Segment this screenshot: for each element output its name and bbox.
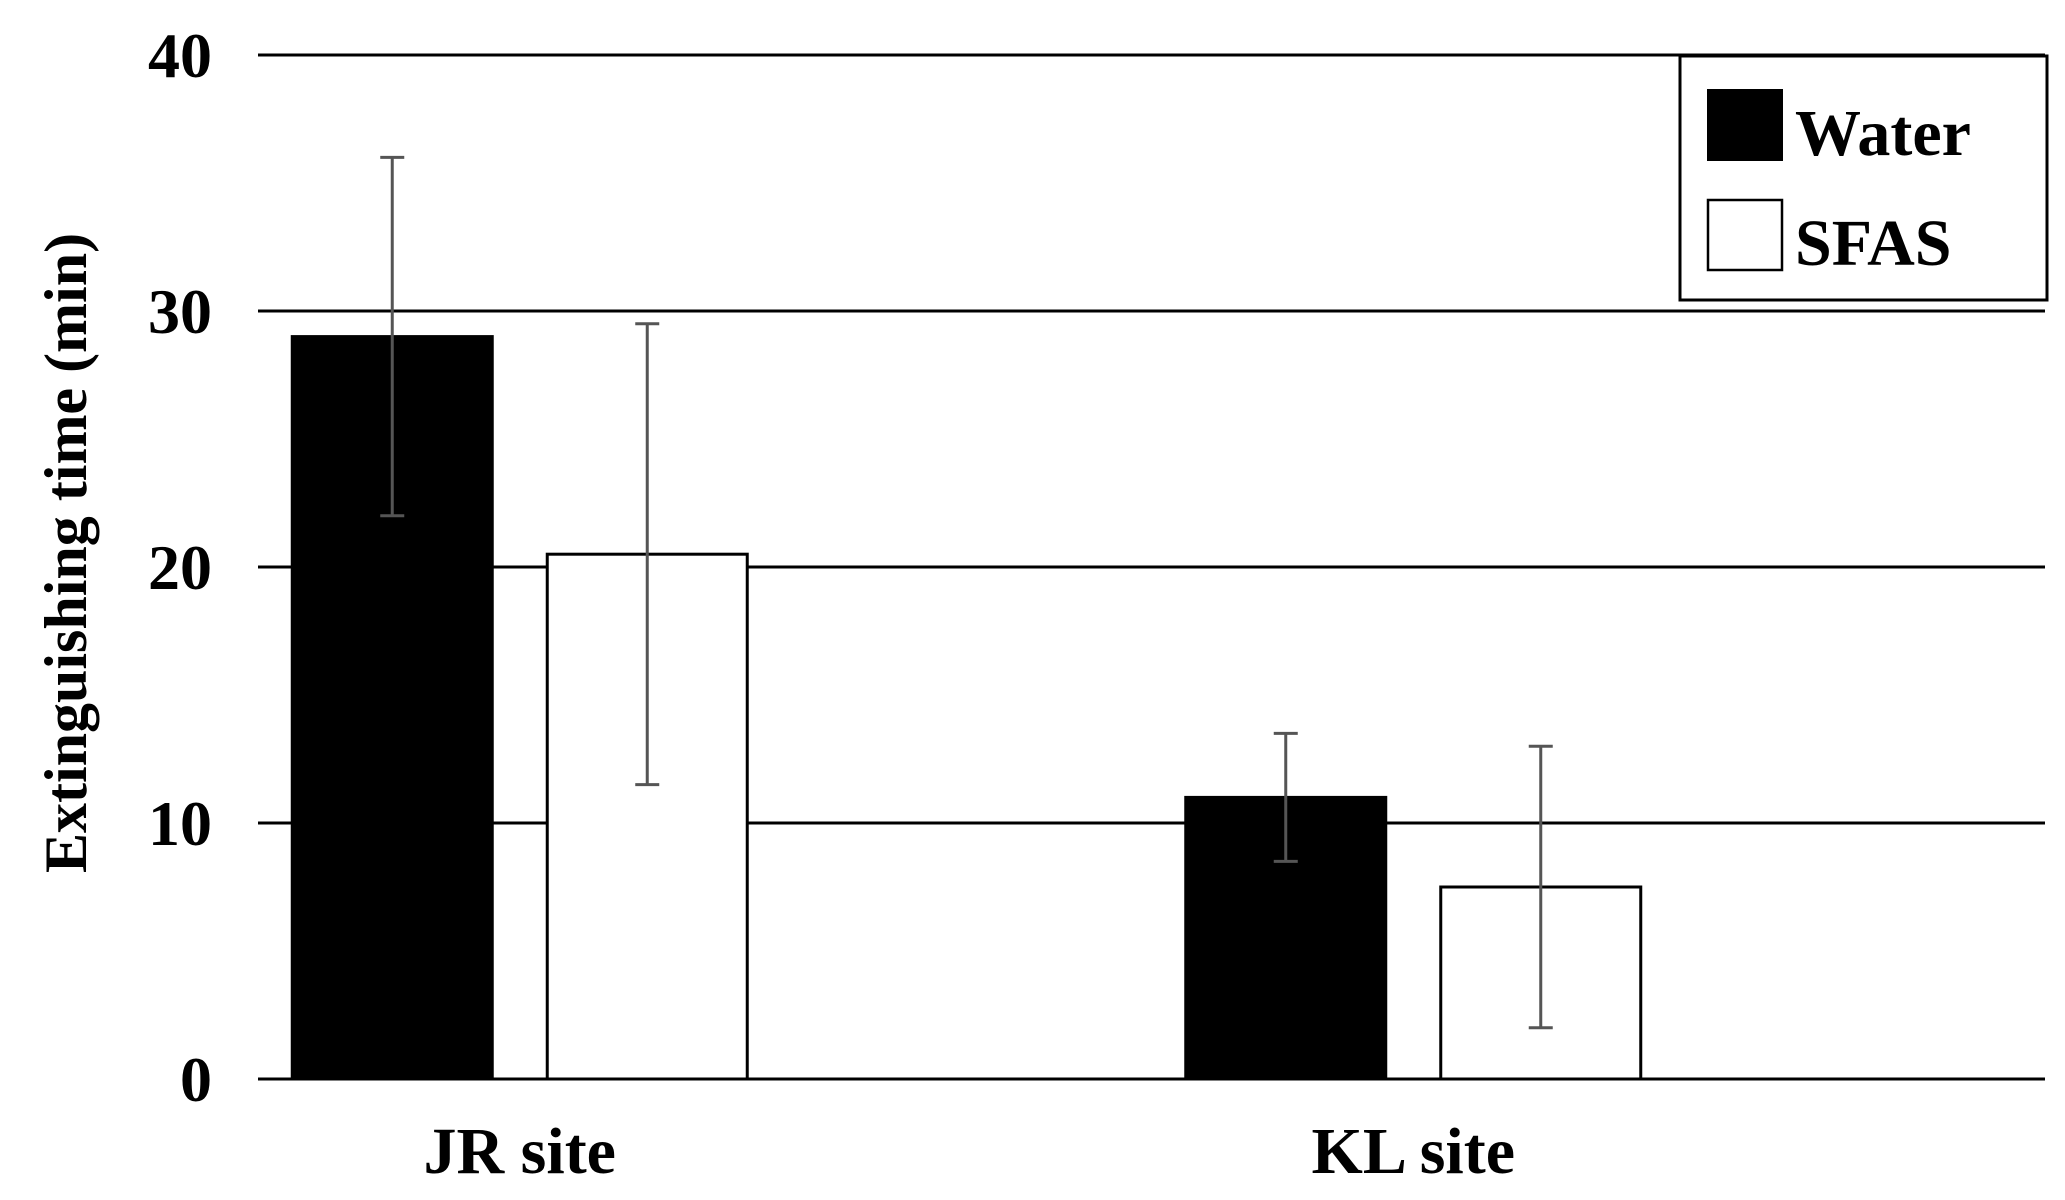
y-tick-label: 0 bbox=[180, 1044, 212, 1115]
legend-label-sfas: SFAS bbox=[1795, 207, 1952, 280]
y-tick-label: 40 bbox=[148, 20, 212, 91]
x-category-label: KL site bbox=[1311, 1115, 1515, 1188]
legend-swatch-water bbox=[1707, 89, 1783, 161]
category-labels: JR site KL site bbox=[424, 1115, 1515, 1188]
y-tick-label: 30 bbox=[148, 276, 212, 347]
y-tick-label: 10 bbox=[148, 788, 212, 859]
legend-swatch-sfas bbox=[1706, 198, 1784, 272]
legend: Water SFAS bbox=[1678, 54, 2049, 302]
legend-label-water: Water bbox=[1795, 97, 1971, 170]
bar-sfas-1 bbox=[545, 552, 749, 1081]
y-axis-title: Extinguishing time (min) bbox=[33, 233, 99, 873]
x-category-label: JR site bbox=[424, 1115, 616, 1188]
y-tick-label: 20 bbox=[148, 532, 212, 603]
y-tick-labels: 0 10 20 30 40 bbox=[148, 20, 212, 1115]
error-bars bbox=[380, 155, 1553, 1030]
bars bbox=[290, 335, 1643, 1081]
